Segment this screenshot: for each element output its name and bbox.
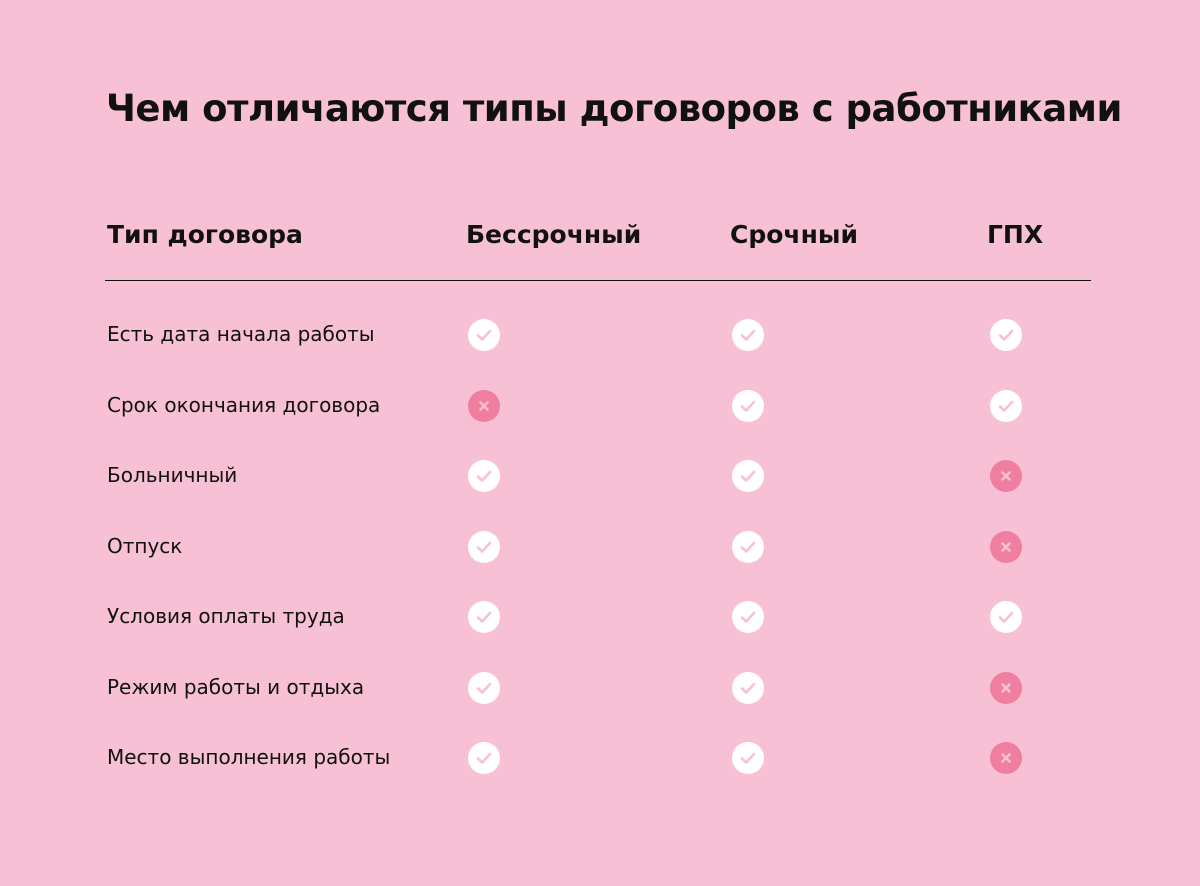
cross-icon: [990, 742, 1022, 774]
row-label: Срок окончания договора: [107, 392, 381, 417]
header-civil-contract: ГПХ: [987, 220, 1044, 249]
check-icon: [468, 742, 500, 774]
table-row: Срок окончания договора: [105, 370, 1091, 441]
table-header: Тип договора Бессрочный Срочный ГПХ: [105, 210, 1091, 281]
check-icon: [468, 460, 500, 492]
check-icon: [732, 460, 764, 492]
table-row: Место выполнения работы: [105, 722, 1091, 793]
row-label: Место выполнения работы: [107, 745, 391, 769]
check-icon: [732, 671, 764, 704]
row-label: Отпуск: [107, 533, 183, 558]
row-label: Больничный: [107, 463, 238, 487]
check-icon: [468, 671, 500, 704]
cross-icon: [468, 389, 500, 422]
check-icon: [732, 601, 764, 633]
check-icon: [990, 389, 1022, 422]
cross-icon: [990, 671, 1022, 704]
header-contract-type: Тип договора: [107, 220, 303, 249]
table-row: Больничный: [105, 440, 1091, 511]
check-icon: [990, 601, 1022, 633]
check-icon: [990, 319, 1022, 351]
cross-icon: [990, 530, 1022, 563]
table-row: Отпуск: [105, 511, 1091, 582]
check-icon: [468, 601, 500, 633]
row-label: Режим работы и отдыха: [107, 674, 365, 699]
table-row: Режим работы и отдыха: [105, 652, 1091, 723]
row-label: Условия оплаты труда: [107, 604, 345, 628]
header-fixed-term: Срочный: [730, 220, 858, 249]
check-icon: [732, 530, 764, 563]
table-row: Есть дата начала работы: [105, 299, 1091, 370]
check-icon: [468, 319, 500, 351]
page-title: Чем отличаются типы договоров с работник…: [106, 87, 1122, 130]
check-icon: [732, 319, 764, 351]
check-icon: [468, 530, 500, 563]
check-icon: [732, 389, 764, 422]
table-row: Условия оплаты труда: [105, 581, 1091, 652]
row-label: Есть дата начала работы: [107, 322, 375, 346]
header-permanent: Бессрочный: [466, 220, 642, 249]
cross-icon: [990, 460, 1022, 492]
table-body: Есть дата начала работы Срок окончания до…: [105, 281, 1091, 793]
check-icon: [732, 742, 764, 774]
comparison-table: Тип договора Бессрочный Срочный ГПХ Есть…: [105, 210, 1091, 793]
